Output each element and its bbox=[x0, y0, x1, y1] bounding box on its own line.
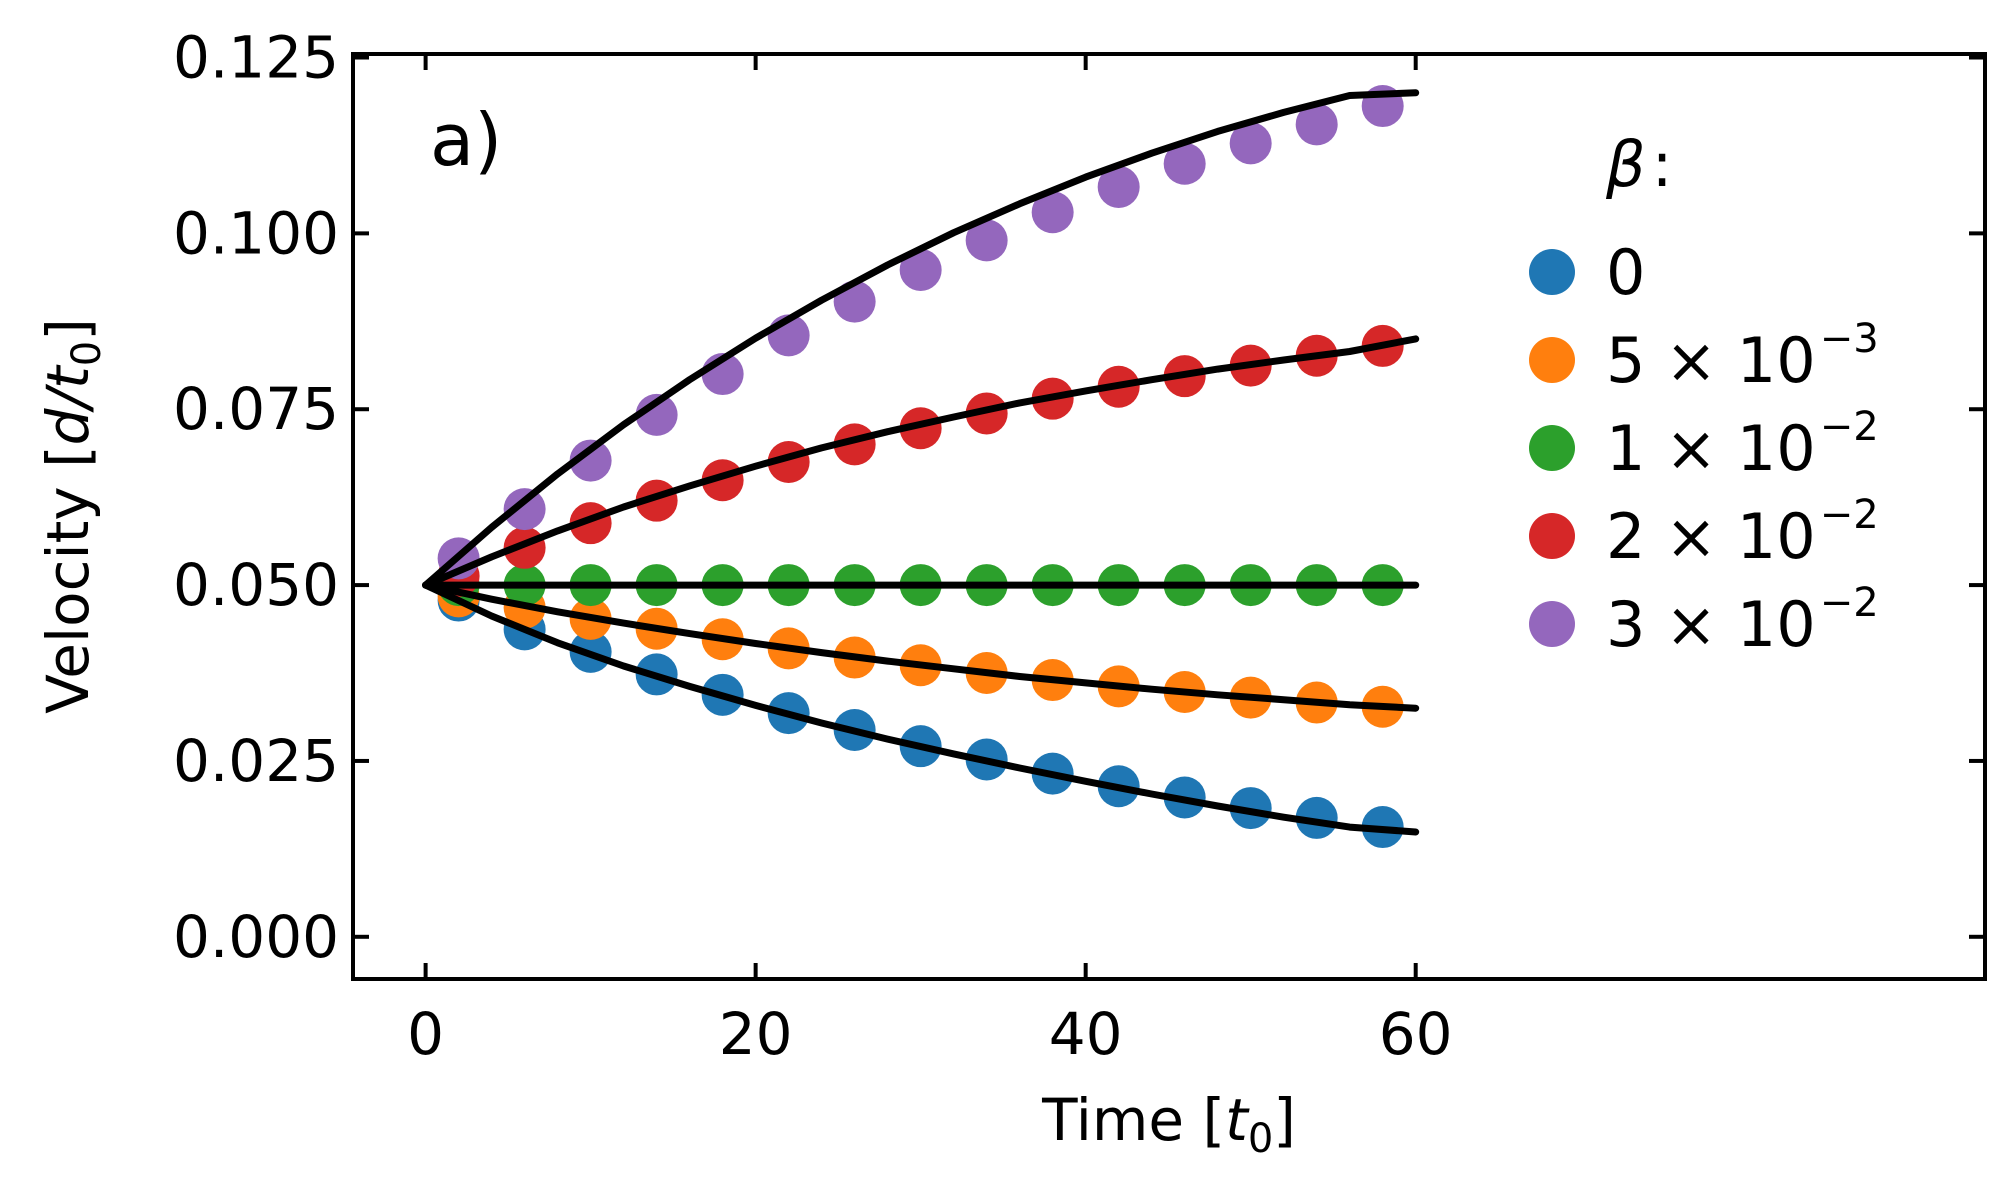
legend-label-2: 1 × 10 −2 bbox=[1606, 404, 1879, 485]
x-tick-label: 20 bbox=[719, 1000, 793, 1068]
data-point bbox=[635, 393, 678, 436]
legend-marker-4 bbox=[1529, 601, 1575, 647]
y-tick-label: 0.100 bbox=[173, 199, 339, 267]
y-tick-label: 0.075 bbox=[173, 375, 339, 443]
data-point bbox=[1163, 142, 1206, 185]
x-axis-label: Time [t0] bbox=[1041, 1086, 1296, 1162]
axis-ticks: 0 20 40 60 0.000 0.025 0.050 0.075 0.100 0.125 bbox=[173, 24, 1985, 1068]
data-point bbox=[1295, 103, 1338, 146]
legend-marker-1 bbox=[1529, 337, 1575, 383]
panel-label: a) bbox=[430, 98, 502, 182]
data-point bbox=[899, 248, 942, 291]
plot-frame bbox=[351, 52, 1987, 981]
legend-title: β: bbox=[1605, 128, 1672, 201]
data-point bbox=[1031, 191, 1074, 234]
legend-label-1: 5 × 10 −3 bbox=[1606, 316, 1879, 397]
fit-line-3 bbox=[422, 335, 1420, 589]
x-tick-label: 60 bbox=[1379, 1000, 1453, 1068]
series-points-4 bbox=[437, 85, 1404, 580]
data-point bbox=[1229, 122, 1272, 165]
data-point bbox=[899, 407, 942, 450]
data-marks bbox=[422, 85, 1420, 849]
legend: β: 05 × 10 −31 × 10 −22 × 10 −23 × 10 −2 bbox=[1529, 128, 1879, 661]
data-point bbox=[1097, 165, 1140, 208]
y-tick-label: 0.125 bbox=[173, 24, 339, 92]
legend-label-3: 2 × 10 −2 bbox=[1606, 492, 1879, 573]
fit-line-4 bbox=[422, 89, 1420, 589]
y-tick-label: 0.050 bbox=[173, 551, 339, 619]
data-point bbox=[569, 439, 612, 482]
legend-marker-0 bbox=[1529, 249, 1575, 295]
data-point bbox=[503, 488, 546, 531]
y-tick-label: 0.025 bbox=[173, 727, 339, 795]
x-tick-label: 0 bbox=[407, 1000, 444, 1068]
x-tick-label: 40 bbox=[1049, 1000, 1123, 1068]
data-point bbox=[965, 219, 1008, 262]
fit-line-1 bbox=[422, 581, 1420, 712]
fit-line-0 bbox=[422, 581, 1420, 836]
legend-marker-2 bbox=[1529, 425, 1575, 471]
y-tick-label: 0.000 bbox=[173, 903, 339, 971]
legend-label-4: 3 × 10 −2 bbox=[1606, 580, 1879, 661]
y-axis-label: Velocity [d/t0] bbox=[34, 318, 110, 714]
data-point bbox=[1295, 796, 1338, 839]
legend-label-0: 0 bbox=[1606, 236, 1645, 309]
legend-marker-3 bbox=[1529, 513, 1575, 559]
